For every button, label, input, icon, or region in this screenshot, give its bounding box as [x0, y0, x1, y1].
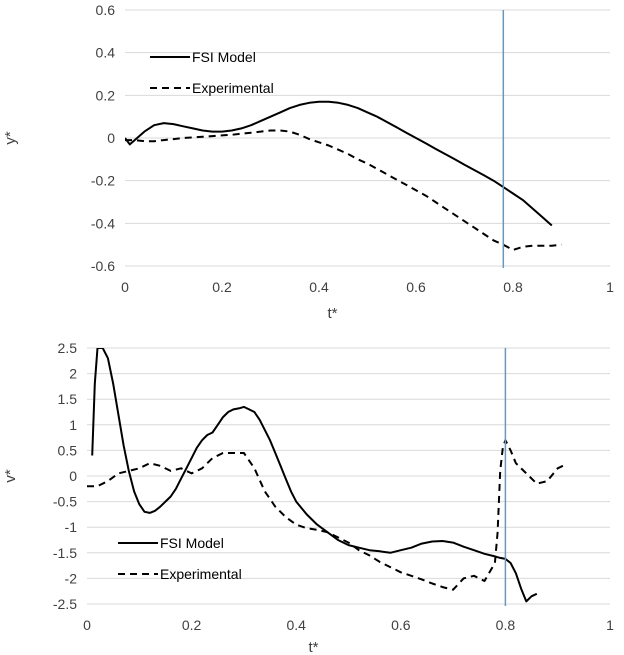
- x-tick-label: 0.8: [503, 279, 523, 295]
- y-tick-label: 2.5: [58, 340, 78, 356]
- x-tick-label: 0: [83, 617, 91, 633]
- y-tick-label: -2.5: [53, 596, 77, 612]
- x-tick-label: 0.2: [212, 279, 232, 295]
- y-tick-label: -0.5: [53, 494, 77, 510]
- y-tick-label: 2: [69, 366, 77, 382]
- y-axis-label: v*: [2, 469, 19, 483]
- series-line-fsi-model: [91, 348, 538, 603]
- y-axis-label: y*: [2, 131, 19, 145]
- y-tick-label: 0: [107, 130, 115, 146]
- legend-label: FSI Model: [160, 535, 224, 551]
- y-tick-label: -0.6: [91, 258, 115, 274]
- y-tick-label: 0.4: [96, 45, 116, 61]
- y-tick-label: -0.2: [91, 173, 115, 189]
- x-tick-label: 1: [606, 617, 614, 633]
- x-tick-label: 1: [606, 279, 614, 295]
- legend-label: Experimental: [160, 566, 242, 582]
- x-tick-label: 0.4: [286, 617, 306, 633]
- y-tick-label: 0.6: [96, 2, 116, 18]
- x-tick-label: 0.8: [496, 617, 516, 633]
- x-tick-label: 0: [121, 279, 129, 295]
- series-line-fsi-model: [125, 100, 553, 227]
- series-line-experimental: [87, 439, 564, 591]
- x-tick-label: 0.6: [391, 617, 411, 633]
- x-axis-label: t*: [327, 305, 337, 322]
- chart-1: -0.6 -0.4 -0.2 0 0.2 0.4 0.6 0 0.2 0.4 0.6 0.8 1 t* y*…: [2, 2, 614, 322]
- x-tick-label: 0.2: [182, 617, 202, 633]
- legend-label: FSI Model: [192, 49, 256, 65]
- y-tick-label: -0.4: [91, 215, 115, 231]
- y-tick-label: 0.5: [58, 442, 78, 458]
- y-tick-label: 0: [69, 468, 77, 484]
- y-tick-label: -1.5: [53, 545, 77, 561]
- y-tick-label: 1: [69, 417, 77, 433]
- y-tick-label: 0.2: [96, 87, 116, 103]
- x-tick-label: 0.4: [309, 279, 329, 295]
- y-tick-label: 1.5: [58, 391, 78, 407]
- y-tick-label: -1: [65, 519, 78, 535]
- y-tick-label: -2: [65, 570, 78, 586]
- chart-2: -2.5 -2 -1.5 -1 -0.5 0 0.5 1 1.5 2 2.5 0 0.2 0.4 0.6 0.…: [2, 340, 614, 655]
- legend-label: Experimental: [192, 80, 274, 96]
- x-axis-label: t*: [308, 639, 318, 655]
- x-tick-label: 0.6: [406, 279, 426, 295]
- series-line-experimental: [125, 129, 562, 251]
